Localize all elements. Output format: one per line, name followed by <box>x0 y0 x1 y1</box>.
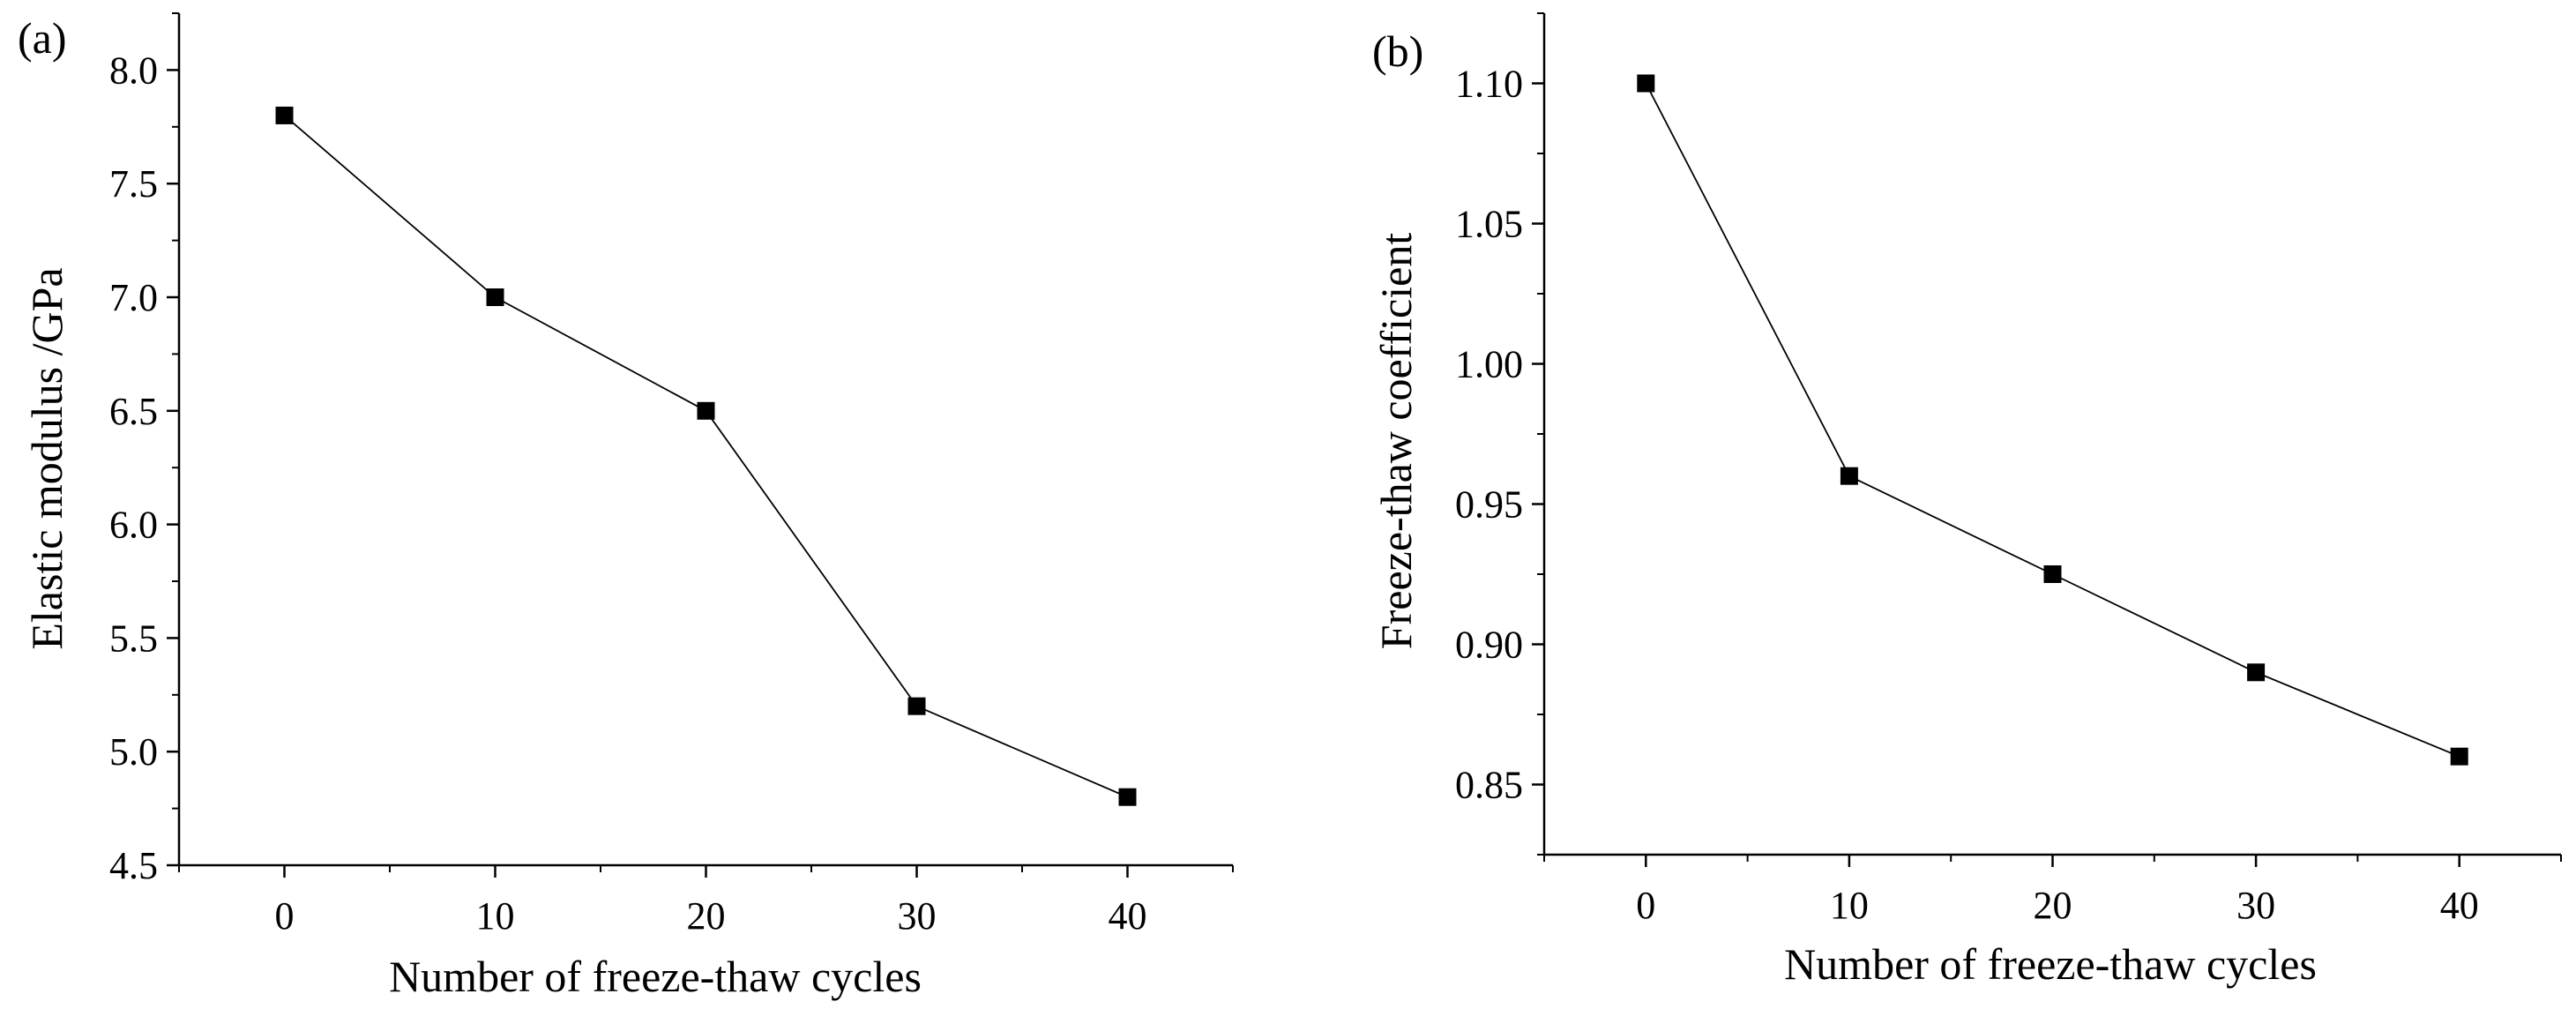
panel-label-b: (b) <box>1372 26 1423 76</box>
data-point-b <box>2450 747 2468 766</box>
x-axis-label-a: Number of freeze-thaw cycles <box>389 952 922 1001</box>
panel-label-a: (a) <box>18 13 67 63</box>
y-tick-label-b: 1.05 <box>1455 203 1523 246</box>
y-tick-label-a: 5.5 <box>109 617 158 660</box>
y-tick-label-b: 0.90 <box>1455 624 1523 667</box>
data-point-b <box>1637 74 1655 93</box>
series-line-a <box>283 115 1128 798</box>
y-tick-label-a: 7.0 <box>109 276 158 319</box>
y-tick-label-a: 4.5 <box>109 844 158 887</box>
x-tick-label-b: 20 <box>2034 884 2072 927</box>
x-tick-label-b: 30 <box>2236 884 2275 927</box>
data-point-b <box>2247 663 2266 682</box>
y-tick-label-a: 8.0 <box>109 49 158 92</box>
x-axis-label-b: Number of freeze-thaw cycles <box>1784 939 2317 989</box>
y-axis-label-b: Freeze-thaw coefficient <box>1371 233 1421 650</box>
series-line-b <box>1645 83 2460 758</box>
chart-a: (a) Number of freeze-thaw cycles Elastic… <box>18 12 1234 1001</box>
x-tick-label-b: 10 <box>1830 884 1869 927</box>
y-tick-label-a: 6.5 <box>109 390 158 433</box>
x-tick-label-a: 10 <box>476 894 515 938</box>
y-tick-label-b: 1.00 <box>1455 343 1523 386</box>
y-axis-label-a: Elastic modulus /GPa <box>22 267 71 649</box>
x-tick-label-b: 40 <box>2440 884 2479 927</box>
y-tick-label-a: 7.5 <box>109 162 158 206</box>
data-point-b <box>2043 565 2062 583</box>
data-point-a <box>907 697 926 715</box>
x-tick-label-b: 0 <box>1636 884 1655 927</box>
chart-b: (b) Number of freeze-thaw cycles Freeze-… <box>1371 12 2562 989</box>
x-tick-label-a: 30 <box>898 894 937 938</box>
y-tick-label-b: 1.10 <box>1455 63 1523 106</box>
x-tick-label-a: 40 <box>1109 894 1147 938</box>
y-tick-label-a: 5.0 <box>109 730 158 774</box>
y-tick-label-a: 6.0 <box>109 504 158 547</box>
data-point-a <box>1118 788 1137 806</box>
data-point-a <box>697 401 715 420</box>
data-point-b <box>1840 467 1858 485</box>
y-tick-label-b: 0.95 <box>1455 483 1523 527</box>
data-point-a <box>486 288 504 306</box>
x-tick-label-a: 20 <box>687 894 726 938</box>
y-tick-label-b: 0.85 <box>1455 764 1523 807</box>
x-tick-label-a: 0 <box>275 894 295 938</box>
data-point-a <box>275 106 294 124</box>
